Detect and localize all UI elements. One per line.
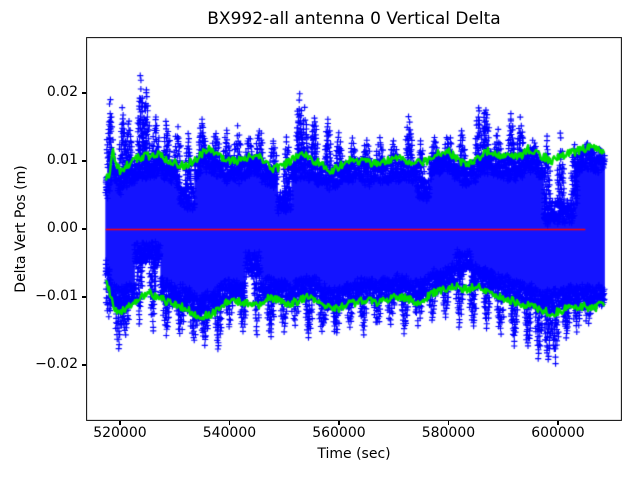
x-tick-label: 580000 bbox=[421, 425, 476, 441]
plot-canvas bbox=[86, 37, 622, 421]
y-tick-mark bbox=[82, 228, 86, 230]
y-tick-label: 0.02 bbox=[46, 83, 78, 100]
x-tick-mark bbox=[557, 421, 559, 425]
y-tick-label: 0.01 bbox=[46, 151, 78, 168]
x-tick-label: 520000 bbox=[93, 425, 147, 441]
y-tick-label: −0.01 bbox=[35, 288, 78, 305]
x-axis-label: Time (sec) bbox=[317, 446, 391, 462]
x-tick-mark bbox=[447, 421, 450, 425]
y-tick-label: −0.02 bbox=[35, 356, 78, 373]
y-tick-mark bbox=[82, 296, 86, 298]
plot-title: BX992-all antenna 0 Vertical Delta bbox=[207, 9, 501, 29]
x-tick-label: 600000 bbox=[531, 425, 585, 441]
x-tick-mark bbox=[119, 421, 121, 425]
y-tick-label: 0.00 bbox=[46, 220, 78, 236]
x-tick-mark bbox=[338, 421, 340, 425]
x-tick-mark bbox=[228, 421, 231, 425]
y-tick-mark bbox=[82, 364, 86, 366]
x-tick-label: 560000 bbox=[312, 425, 366, 441]
y-tick-mark bbox=[82, 92, 86, 94]
y-tick-mark bbox=[82, 160, 86, 162]
x-tick-label: 540000 bbox=[202, 425, 257, 441]
